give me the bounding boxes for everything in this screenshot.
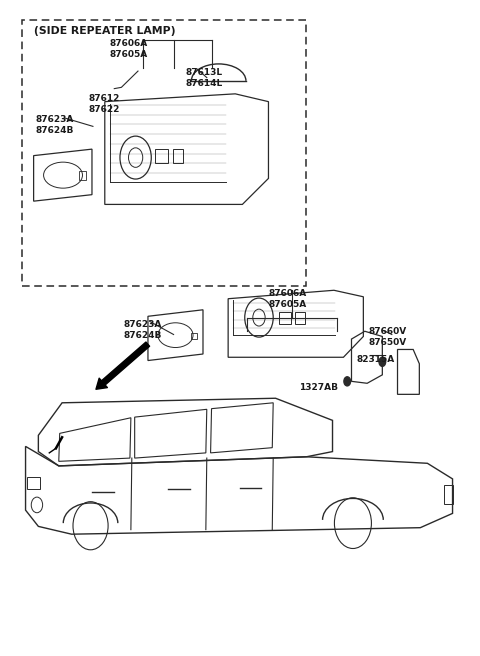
Bar [27, 477, 40, 489]
Text: 87660V
87650V: 87660V 87650V [368, 327, 407, 347]
Text: (SIDE REPEATER LAMP): (SIDE REPEATER LAMP) [34, 26, 175, 35]
Bar [191, 333, 197, 339]
Text: 87612
87622: 87612 87622 [88, 94, 120, 114]
Bar [22, 20, 306, 286]
Bar [444, 485, 453, 504]
Circle shape [379, 358, 385, 367]
Bar [155, 149, 168, 163]
Text: 87623A
87624B: 87623A 87624B [36, 115, 74, 134]
Text: 1327AB: 1327AB [300, 383, 338, 392]
Bar [295, 312, 304, 324]
Text: 87606A
87605A: 87606A 87605A [109, 39, 148, 58]
Text: 87606A
87605A: 87606A 87605A [268, 289, 307, 309]
Bar [79, 171, 86, 180]
FancyArrowPatch shape [96, 342, 150, 389]
Text: 82315A: 82315A [356, 356, 395, 364]
Circle shape [344, 377, 350, 386]
Text: 87613L
87614L: 87613L 87614L [185, 68, 223, 88]
Text: 87623A
87624B: 87623A 87624B [124, 319, 162, 340]
Bar [279, 312, 291, 324]
Bar [173, 149, 183, 163]
